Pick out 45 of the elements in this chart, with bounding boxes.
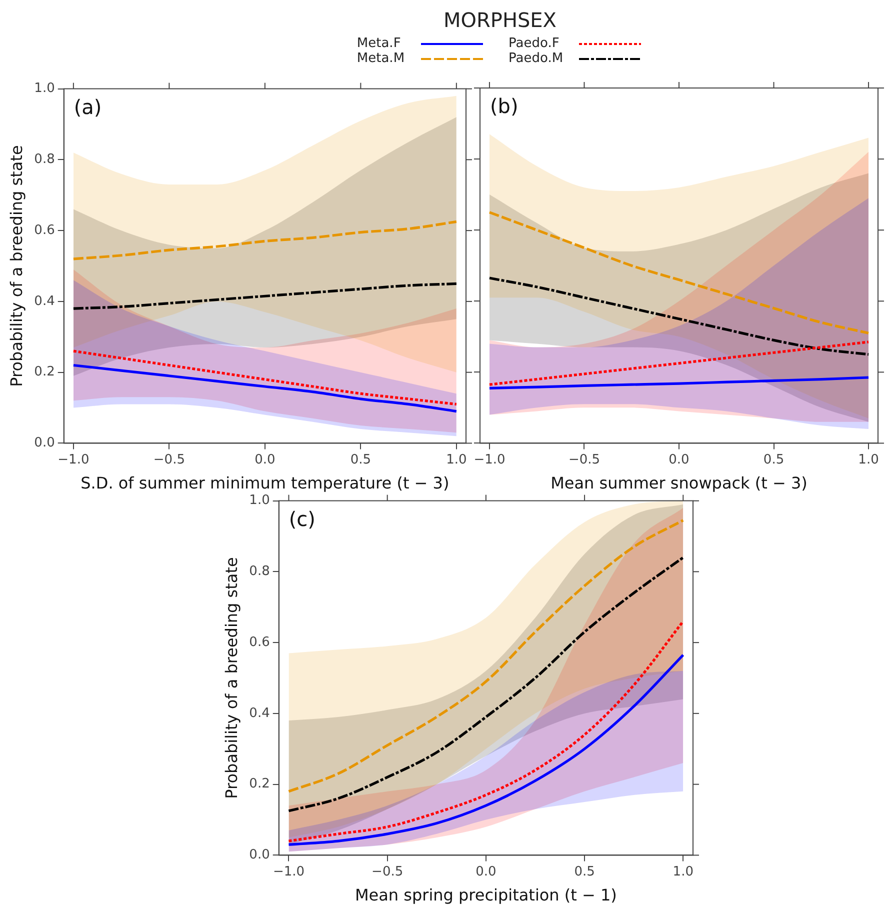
y-tick-label: 0.2	[34, 364, 55, 380]
x-tick-label: 0.5	[574, 864, 595, 880]
annotation: (a)	[74, 95, 102, 120]
x-tick-label: −0.5	[568, 452, 600, 468]
x-tick-label: −1.0	[272, 864, 305, 880]
annotation: (c)	[288, 507, 316, 532]
y-tick-label: 0.8	[249, 564, 270, 580]
x-tick-label: 0.5	[350, 452, 372, 468]
line-series	[72, 350, 458, 406]
x-tick-label: −0.5	[153, 452, 185, 468]
x-axis-title: Mean summer snowpack (t − 3)	[550, 474, 808, 493]
y-tick-label: 0.0	[249, 848, 270, 863]
x-tick-label: −1.0	[474, 452, 506, 468]
x-tick-label: −1.0	[58, 452, 90, 468]
legend-label: Paedo.F	[508, 36, 560, 51]
x-tick-label: 1.0	[858, 452, 879, 468]
y-tick-label: 1.0	[249, 493, 270, 508]
y-tick-label: 0.4	[34, 294, 55, 309]
x-tick-label: 1.0	[672, 864, 694, 880]
x-tick-label: 0.5	[763, 452, 784, 468]
line-series	[72, 364, 458, 413]
line-series	[287, 556, 684, 812]
y-axis-title: Probability of a breeding state	[222, 557, 241, 799]
y-tick-label: 0.6	[34, 222, 55, 238]
y-tick-label: 1.0	[34, 81, 55, 96]
x-axis-title: S.D. of summer minimum temperature (t − 3)	[80, 474, 450, 493]
line-series	[287, 620, 684, 842]
y-tick-label: 0.4	[249, 706, 270, 721]
annotation: (b)	[490, 94, 518, 118]
y-tick-label: 0.0	[34, 436, 55, 451]
legend-label: Paedo.M	[508, 51, 564, 66]
legend-label: Meta.F	[356, 36, 401, 51]
y-tick-label: 0.6	[249, 634, 270, 650]
y-axis-title: Probability of a breeding state	[6, 145, 26, 387]
legend-title: MORPHSEX	[442, 8, 558, 32]
line-series	[72, 282, 458, 310]
x-tick-label: 1.0	[446, 452, 467, 468]
x-axis-title: Mean spring precipitation (t − 1)	[354, 886, 617, 905]
x-tick-label: −0.5	[372, 864, 404, 880]
x-tick-label: 0.0	[668, 452, 690, 468]
y-tick-label: 0.8	[34, 152, 55, 168]
x-tick-label: 0.0	[476, 864, 496, 880]
legend-label: Meta.M	[356, 51, 405, 66]
y-tick-label: 0.2	[249, 776, 270, 792]
line-series	[72, 220, 458, 260]
